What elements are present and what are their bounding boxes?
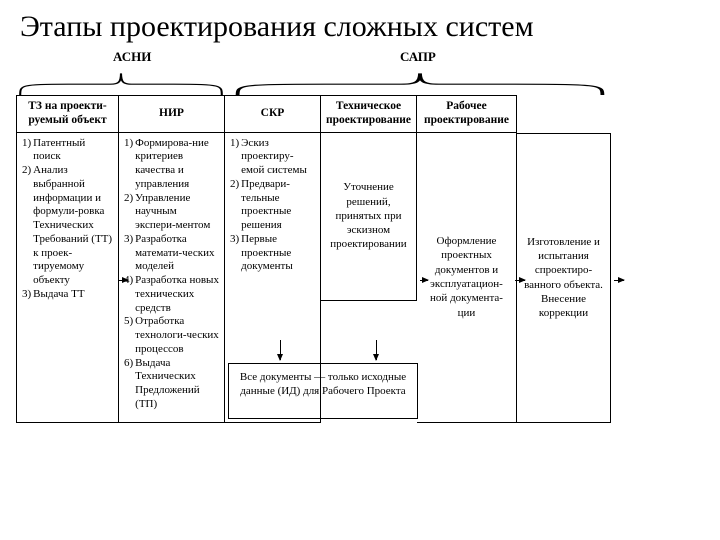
arrow-right-icon [614,280,624,281]
page-title: Этапы проектирования сложных систем [0,0,720,45]
column-header: СКР [225,95,321,133]
arrow-down-icon [376,340,377,360]
column-header: Техническое проектирование [321,95,417,133]
list-item: Анализ выбранной информации и формули-ро… [22,164,113,288]
column-header: ТЗ на проекти-руемый объект [16,95,119,133]
item-list: Формирова-ние критериев качества и управ… [124,137,219,412]
list-item: Разработка новых технических средств [124,274,219,315]
braces-row [16,71,704,95]
column-0: ТЗ на проекти-руемый объект Патентный пои… [16,95,119,423]
column-body: Уточнение решений, принятых при эскизном… [321,133,417,301]
list-item: Предвари-тельные проектные решения [230,178,315,233]
column-1: НИР Формирова-ние критериев качества и уп… [119,95,225,423]
column-header: НИР [119,95,225,133]
arrow-right-icon [420,280,428,281]
list-item: Управление научным экспери-ментом [124,192,219,233]
list-item: Патентный поиск [22,137,113,165]
column-5: Изготовление и испытания спроектиро-ванн… [517,95,611,423]
column-header: Рабочее проектирование [417,95,517,133]
label-sapr: САПР [400,49,436,65]
list-item: Формирова-ние критериев качества и управ… [124,137,219,192]
list-item: Первые проектные документы [230,233,315,274]
arrow-down-icon [280,340,281,360]
arrow-right-icon [515,280,525,281]
list-item: Разработка математи-ческих моделей [124,233,219,274]
column-body: Патентный поискАнализ выбранной информац… [16,133,119,423]
brace-right-icon [230,71,610,95]
list-item: Выдача ТТ [22,288,85,302]
column-4: Рабочее проектированиеОформление проектн… [417,95,517,423]
header-spacer [517,95,611,133]
list-item: Эскиз проектиру-емой системы [230,137,315,178]
label-asni: АСНИ [113,49,151,65]
list-item: Отработка технологи-ческих процессов [124,315,219,356]
item-list: Эскиз проектиру-емой системыПредвари-тел… [230,137,315,275]
brace-left-icon [16,71,226,95]
item-list: Патентный поискАнализ выбранной информац… [22,137,113,302]
footnote-box: Все документы — только исходные данные (… [228,363,418,419]
arrow-right-icon [118,280,128,281]
list-item: Выдача Технических Предложений (ТП) [124,357,219,412]
column-body: Оформление проектных документов и эксплу… [417,133,517,423]
column-body: Изготовление и испытания спроектиро-ванн… [517,133,611,423]
top-group-labels: АСНИ САПР [0,49,720,71]
column-body: Формирова-ние критериев качества и управ… [119,133,225,423]
